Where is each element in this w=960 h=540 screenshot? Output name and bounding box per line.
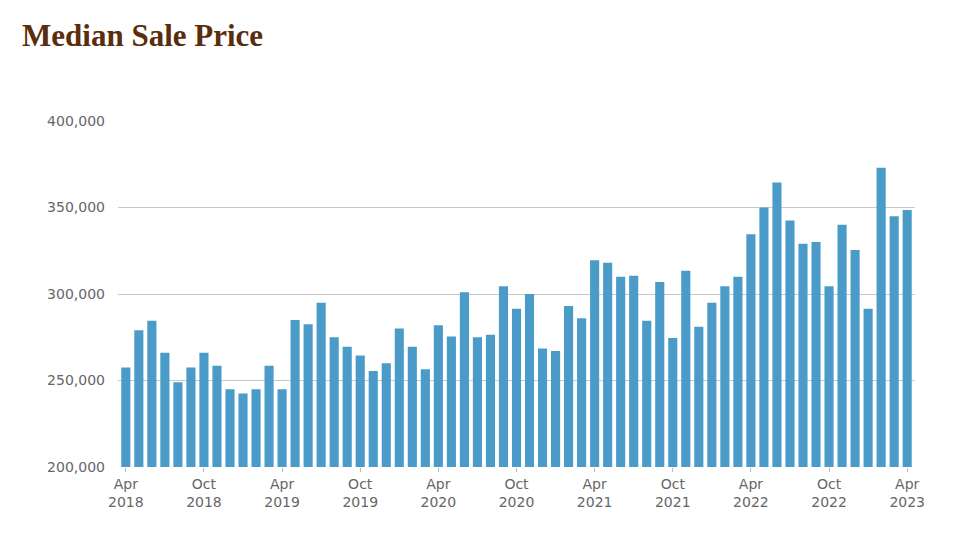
svg-text:Oct2020: Oct2020	[499, 476, 535, 510]
svg-text:Oct2019: Oct2019	[342, 476, 378, 510]
svg-text:Oct2022: Oct2022	[811, 476, 847, 510]
svg-text:Apr2022: Apr2022	[733, 476, 769, 510]
svg-text:Apr2021: Apr2021	[577, 476, 613, 510]
svg-text:Oct2018: Oct2018	[186, 476, 222, 510]
svg-text:Apr2020: Apr2020	[421, 476, 457, 510]
svg-text:Oct2021: Oct2021	[655, 476, 691, 510]
svg-text:Apr2023: Apr2023	[889, 476, 925, 510]
svg-text:200,000: 200,000	[47, 459, 105, 475]
svg-text:350,000: 350,000	[47, 199, 105, 215]
svg-text:Apr2018: Apr2018	[108, 476, 144, 510]
svg-text:250,000: 250,000	[47, 372, 105, 388]
svg-text:400,000: 400,000	[47, 113, 105, 129]
svg-text:300,000: 300,000	[47, 286, 105, 302]
svg-text:Apr2019: Apr2019	[264, 476, 300, 510]
svg-text:Median Sale Price: Median Sale Price	[22, 18, 263, 53]
